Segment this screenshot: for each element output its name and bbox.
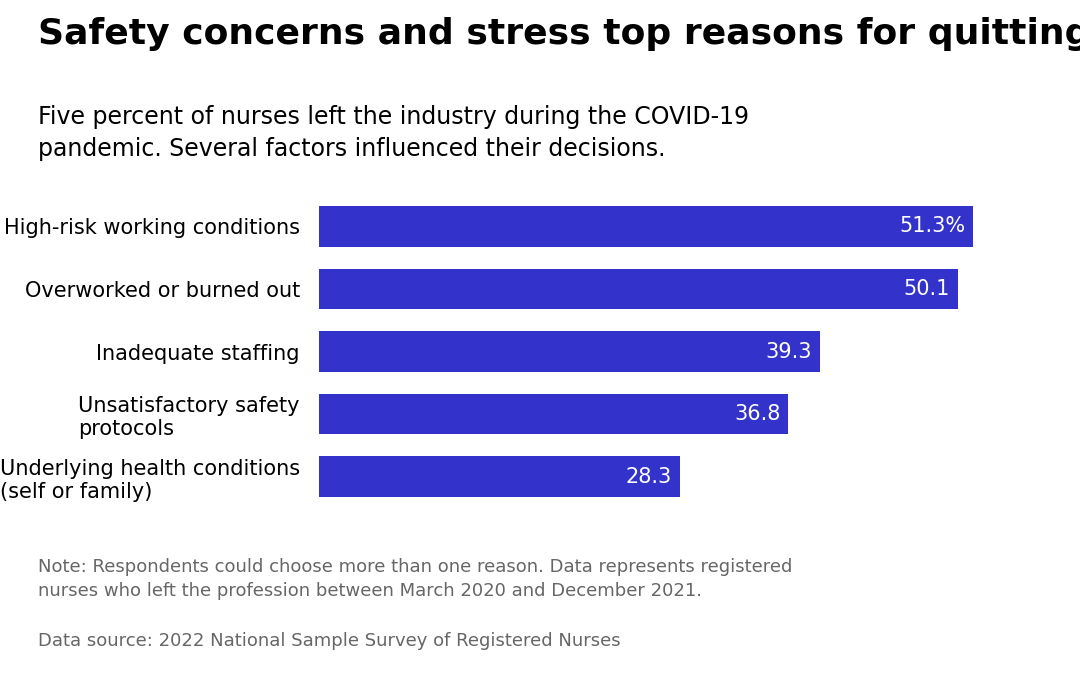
Bar	[319, 268, 958, 310]
Text: Note: Respondents could choose more than one reason. Data represents registered
: Note: Respondents could choose more than…	[38, 558, 792, 600]
Text: Five percent of nurses left the industry during the COVID-19
pandemic. Several f: Five percent of nurses left the industry…	[38, 105, 748, 162]
Text: 50.1: 50.1	[904, 279, 950, 299]
Text: 51.3%: 51.3%	[900, 216, 966, 237]
Text: 28.3: 28.3	[625, 466, 672, 487]
Text: Safety concerns and stress top reasons for quitting: Safety concerns and stress top reasons f…	[38, 17, 1080, 51]
Text: 39.3: 39.3	[766, 341, 812, 362]
Bar	[319, 456, 679, 497]
Bar	[319, 206, 973, 247]
Bar	[319, 393, 788, 435]
Bar	[319, 331, 820, 372]
Text: Data source: 2022 National Sample Survey of Registered Nurses: Data source: 2022 National Sample Survey…	[38, 632, 620, 650]
Text: 36.8: 36.8	[734, 404, 781, 424]
